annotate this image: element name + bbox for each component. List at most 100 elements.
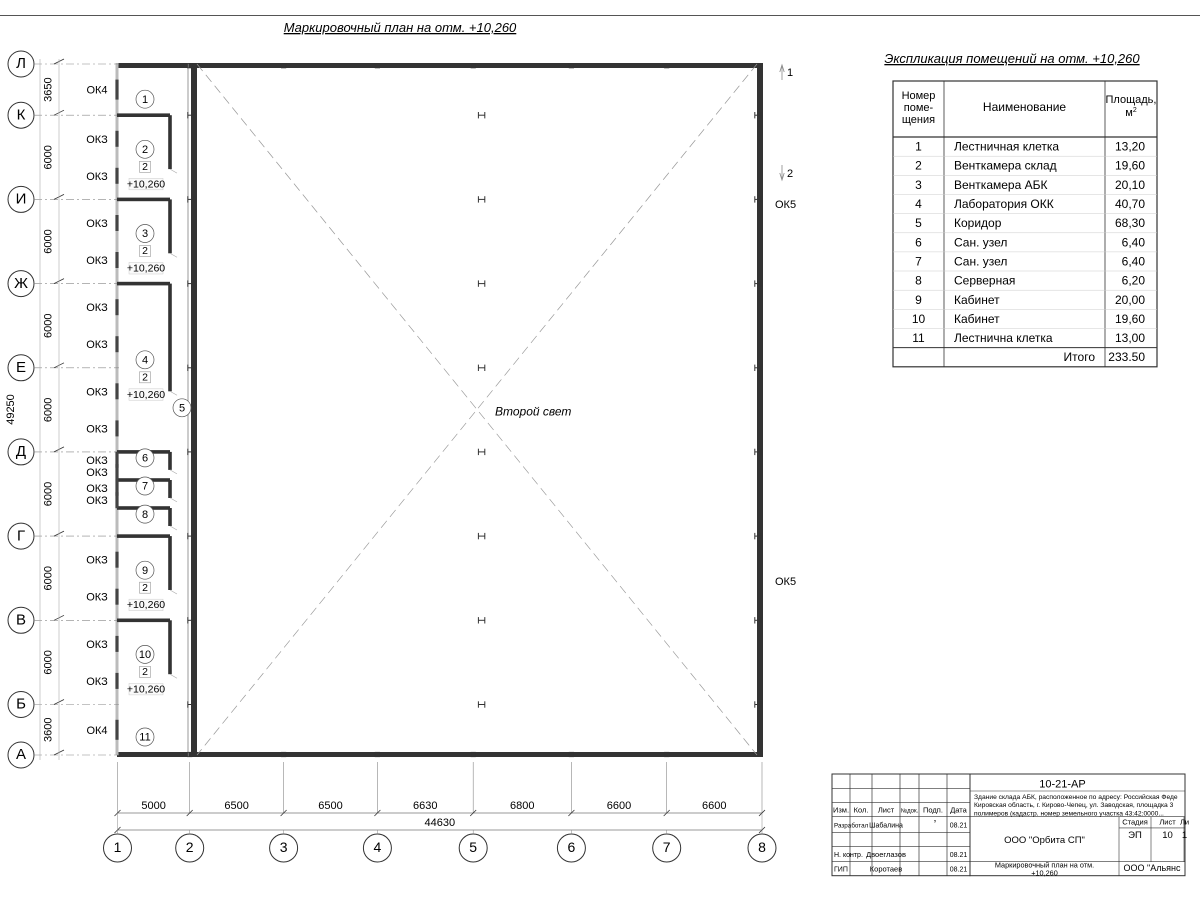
svg-text:7: 7: [663, 839, 671, 855]
svg-text:233.50: 233.50: [1108, 350, 1145, 364]
svg-text:Здание склада АБК, расположенн: Здание склада АБК, расположенное по адре…: [974, 793, 1178, 801]
svg-text:08.21: 08.21: [950, 867, 968, 874]
svg-text:6000: 6000: [43, 398, 55, 422]
svg-text:Е: Е: [16, 359, 26, 376]
svg-text:Венткамера склад: Венткамера склад: [954, 159, 1057, 173]
svg-text:Коридор: Коридор: [954, 216, 1002, 230]
svg-text:Сан. узел: Сан. узел: [954, 235, 1007, 249]
svg-text:13,00: 13,00: [1115, 331, 1145, 345]
svg-text:Н. контр.: Н. контр.: [834, 852, 863, 859]
svg-text:2: 2: [787, 168, 793, 180]
svg-text:поме-: поме-: [904, 102, 934, 114]
svg-text:3: 3: [280, 839, 288, 855]
svg-text:Л: Л: [16, 55, 26, 72]
svg-text:В: В: [16, 612, 26, 629]
svg-text:5: 5: [469, 839, 477, 855]
svg-text:4: 4: [142, 354, 148, 366]
svg-text:ОКЗ: ОКЗ: [86, 386, 108, 398]
svg-text:ОКЗ: ОКЗ: [86, 218, 108, 230]
svg-text:ОК5: ОК5: [775, 199, 796, 211]
svg-text:Номер: Номер: [902, 90, 936, 102]
svg-text:40,70: 40,70: [1115, 197, 1145, 211]
svg-text:Второй свет: Второй свет: [495, 405, 571, 419]
svg-text:ОКЗ: ОКЗ: [86, 171, 108, 183]
svg-text:1: 1: [142, 94, 148, 106]
svg-text:ОКЗ: ОКЗ: [86, 483, 108, 495]
svg-text:08.21: 08.21: [950, 823, 968, 830]
svg-text:ОК4: ОК4: [86, 725, 107, 737]
svg-text:6600: 6600: [607, 800, 631, 812]
svg-text:6630: 6630: [413, 800, 437, 812]
svg-text:11: 11: [139, 732, 150, 744]
svg-text:6500: 6500: [318, 800, 342, 812]
svg-text:ОКЗ: ОКЗ: [86, 255, 108, 267]
svg-text:ОКЗ: ОКЗ: [86, 495, 108, 507]
svg-text:+10,260: +10,260: [127, 683, 165, 695]
svg-text:ОКЗ: ОКЗ: [86, 676, 108, 688]
svg-text:ОКЗ: ОКЗ: [86, 302, 108, 314]
svg-text:4: 4: [915, 197, 922, 211]
svg-text:20,10: 20,10: [1115, 178, 1145, 192]
svg-text:Маркировочный план на отм. +10: Маркировочный план на отм. +10,260: [284, 20, 517, 35]
svg-text:м2: м2: [1125, 107, 1137, 119]
svg-text:6000: 6000: [43, 229, 55, 253]
svg-text:10: 10: [912, 312, 926, 326]
svg-text:6,40: 6,40: [1122, 255, 1146, 269]
svg-text:ОК4: ОК4: [86, 85, 107, 97]
svg-text:19,60: 19,60: [1115, 312, 1145, 326]
svg-text:6,20: 6,20: [1122, 274, 1146, 288]
svg-text:7: 7: [915, 255, 922, 269]
svg-text:+10,260: +10,260: [127, 263, 165, 275]
svg-text:ООО "Альянс: ООО "Альянс: [1124, 863, 1181, 873]
svg-text:3600: 3600: [43, 717, 55, 741]
svg-text:1: 1: [1182, 830, 1187, 841]
svg-text:А: А: [16, 746, 26, 763]
svg-text:08.21: 08.21: [950, 852, 968, 859]
svg-text:Разработал: Разработал: [834, 822, 869, 830]
svg-text:+10,260: +10,260: [1031, 869, 1058, 878]
svg-text:19,60: 19,60: [1115, 159, 1145, 173]
svg-text:Лист: Лист: [878, 806, 895, 815]
svg-text:№док.: №док.: [901, 808, 919, 815]
svg-text:6: 6: [142, 453, 148, 465]
svg-text:ЭП: ЭП: [1128, 830, 1142, 841]
svg-text:Д: Д: [16, 443, 26, 460]
svg-text:Лист: Лист: [1159, 818, 1176, 827]
svg-text:’: ’: [934, 819, 936, 831]
svg-text:6000: 6000: [43, 145, 55, 169]
svg-text:2: 2: [142, 582, 148, 594]
svg-text:Дата: Дата: [950, 806, 967, 815]
svg-text:Стадия: Стадия: [1122, 818, 1148, 827]
svg-text:ОКЗ: ОКЗ: [86, 555, 108, 567]
svg-text:Экспликация помещений на отм.: Экспликация помещений на отм. +10,260: [884, 51, 1140, 66]
svg-text:44630: 44630: [425, 817, 456, 829]
svg-text:6800: 6800: [510, 800, 534, 812]
svg-text:2: 2: [142, 371, 148, 383]
svg-text:6500: 6500: [224, 800, 248, 812]
svg-text:ОКЗ: ОКЗ: [86, 455, 108, 467]
svg-text:6000: 6000: [43, 482, 55, 506]
svg-text:ОКЗ: ОКЗ: [86, 339, 108, 351]
svg-text:6: 6: [915, 235, 922, 249]
svg-text:Б: Б: [16, 696, 26, 713]
svg-text:10-21-АР: 10-21-АР: [1039, 779, 1085, 791]
svg-text:Кировская область, г. Кирово-Ч: Кировская область, г. Кирово-Чепец, ул. …: [974, 801, 1174, 809]
svg-text:3650: 3650: [43, 77, 55, 101]
svg-text:2: 2: [142, 245, 148, 257]
svg-text:4: 4: [374, 839, 382, 855]
svg-text:+10,260: +10,260: [127, 599, 165, 611]
svg-text:6: 6: [568, 839, 576, 855]
svg-text:ОКЗ: ОКЗ: [86, 423, 108, 435]
svg-text:6000: 6000: [43, 566, 55, 590]
svg-text:6,40: 6,40: [1122, 235, 1146, 249]
svg-text:Кол.: Кол.: [854, 806, 869, 815]
svg-text:Двоеглазов: Двоеглазов: [866, 850, 906, 859]
svg-text:ОК5: ОК5: [775, 576, 796, 588]
svg-text:10: 10: [139, 649, 151, 661]
svg-text:1: 1: [787, 67, 793, 79]
svg-text:6000: 6000: [43, 650, 55, 674]
svg-text:11: 11: [912, 331, 925, 345]
svg-text:8: 8: [758, 839, 766, 855]
svg-text:ОКЗ: ОКЗ: [86, 467, 108, 479]
svg-text:49250: 49250: [5, 394, 17, 425]
